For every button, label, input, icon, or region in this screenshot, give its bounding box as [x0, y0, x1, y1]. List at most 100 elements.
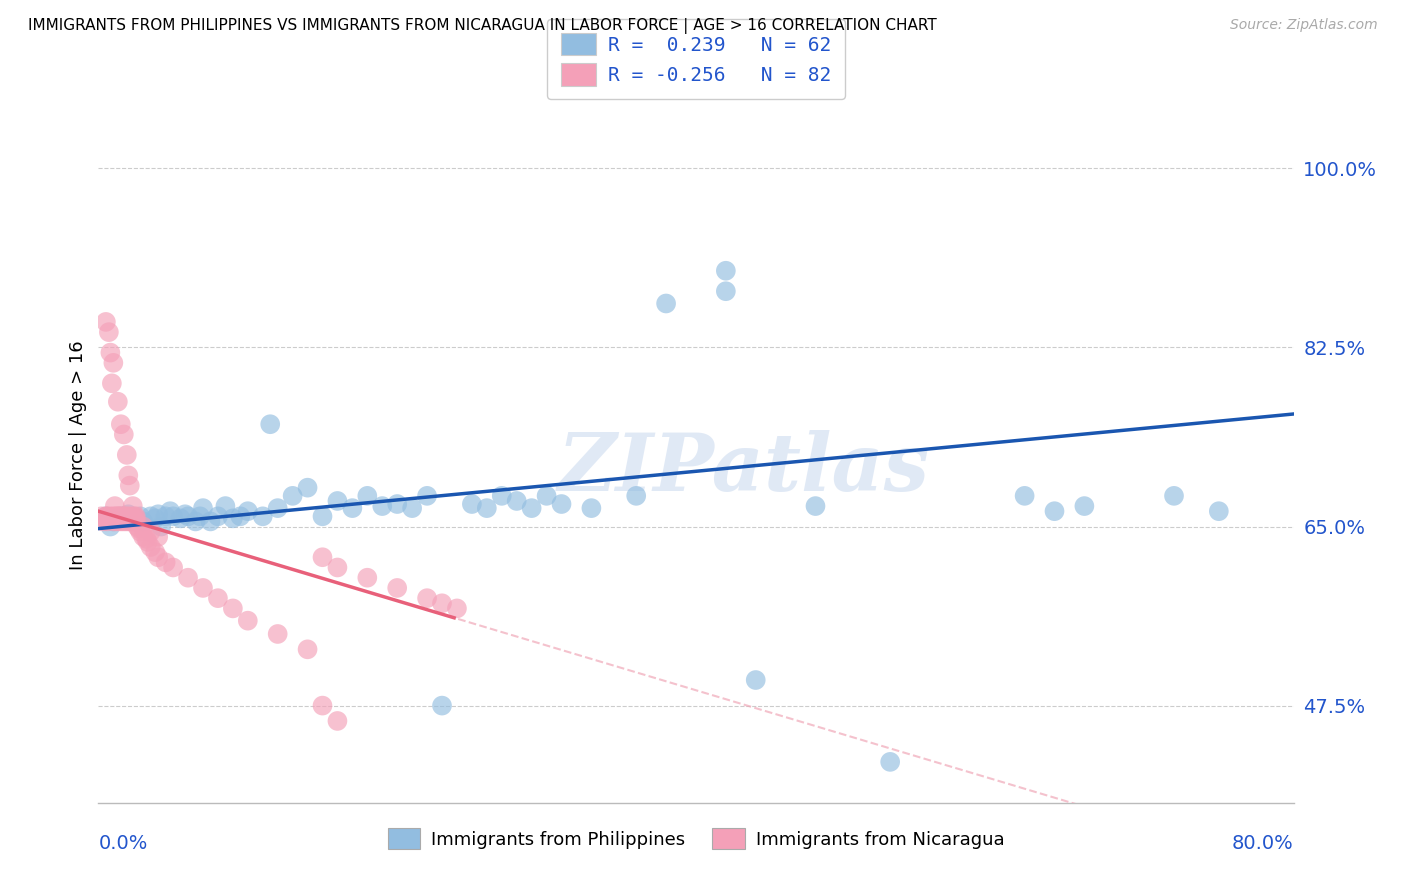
Point — [311, 698, 333, 713]
Point — [110, 509, 132, 524]
Point — [356, 571, 378, 585]
Point — [112, 427, 135, 442]
Point — [416, 489, 439, 503]
Point — [550, 497, 572, 511]
Point — [342, 501, 364, 516]
Point — [143, 511, 166, 525]
Point — [98, 345, 122, 359]
Point — [121, 511, 143, 525]
Point — [114, 515, 136, 529]
Point — [90, 509, 112, 524]
Text: 80.0%: 80.0% — [1232, 834, 1294, 853]
Point — [191, 501, 214, 516]
Point — [143, 545, 166, 559]
Point — [110, 417, 132, 432]
Point — [118, 478, 141, 492]
Point — [97, 325, 120, 339]
Point — [222, 511, 245, 525]
Point — [105, 515, 128, 529]
Point — [311, 550, 333, 565]
Point — [108, 515, 131, 529]
Text: ZIPatlas: ZIPatlas — [558, 430, 929, 508]
Point — [879, 755, 901, 769]
Point — [117, 468, 139, 483]
Point — [103, 515, 125, 529]
Point — [174, 508, 197, 522]
Point — [114, 509, 136, 524]
Point — [111, 515, 134, 529]
Point — [110, 511, 132, 525]
Point — [120, 509, 142, 524]
Y-axis label: In Labor Force | Age > 16: In Labor Force | Age > 16 — [69, 340, 87, 570]
Point — [115, 448, 138, 462]
Point — [114, 509, 136, 524]
Point — [475, 501, 498, 516]
Point — [112, 511, 135, 525]
Point — [169, 511, 191, 525]
Point — [281, 489, 304, 503]
Point — [94, 509, 117, 524]
Point — [267, 501, 290, 516]
Point — [132, 530, 155, 544]
Text: 0.0%: 0.0% — [98, 834, 148, 853]
Point — [371, 499, 394, 513]
Point — [401, 501, 423, 516]
Point — [118, 511, 141, 525]
Point — [155, 509, 177, 524]
Point — [105, 509, 128, 524]
Point — [91, 515, 114, 529]
Point — [148, 550, 170, 565]
Point — [103, 509, 125, 524]
Point — [214, 499, 236, 513]
Point — [222, 601, 245, 615]
Point — [135, 532, 157, 546]
Point — [252, 509, 274, 524]
Point — [150, 519, 173, 533]
Point — [108, 509, 131, 524]
Point — [148, 530, 170, 544]
Point — [101, 511, 124, 525]
Point — [125, 511, 148, 525]
Point — [326, 714, 349, 728]
Point — [125, 509, 148, 524]
Point — [120, 515, 142, 529]
Point — [491, 489, 513, 503]
Point — [128, 522, 150, 536]
Point — [1073, 499, 1095, 513]
Point — [104, 511, 127, 525]
Point — [267, 627, 290, 641]
Point — [117, 515, 139, 529]
Point — [326, 494, 349, 508]
Point — [506, 494, 529, 508]
Point — [581, 501, 603, 516]
Point — [177, 509, 200, 524]
Point — [461, 497, 484, 511]
Point — [105, 509, 128, 524]
Point — [107, 511, 129, 525]
Point — [139, 524, 162, 539]
Point — [103, 356, 125, 370]
Point — [1208, 504, 1230, 518]
Point — [124, 515, 146, 529]
Point — [385, 497, 409, 511]
Point — [804, 499, 827, 513]
Point — [259, 417, 281, 432]
Point — [188, 509, 211, 524]
Point — [117, 509, 139, 524]
Point — [385, 581, 409, 595]
Point — [148, 508, 170, 522]
Point — [107, 394, 129, 409]
Point — [101, 376, 124, 391]
Point — [129, 524, 152, 539]
Point — [98, 509, 122, 524]
Point — [1163, 489, 1185, 503]
Point — [446, 601, 468, 615]
Point — [356, 489, 378, 503]
Point — [1014, 489, 1036, 503]
Point — [136, 535, 159, 549]
Point — [191, 581, 214, 595]
Point — [132, 515, 155, 529]
Point — [108, 509, 131, 524]
Point — [114, 511, 136, 525]
Point — [155, 555, 177, 569]
